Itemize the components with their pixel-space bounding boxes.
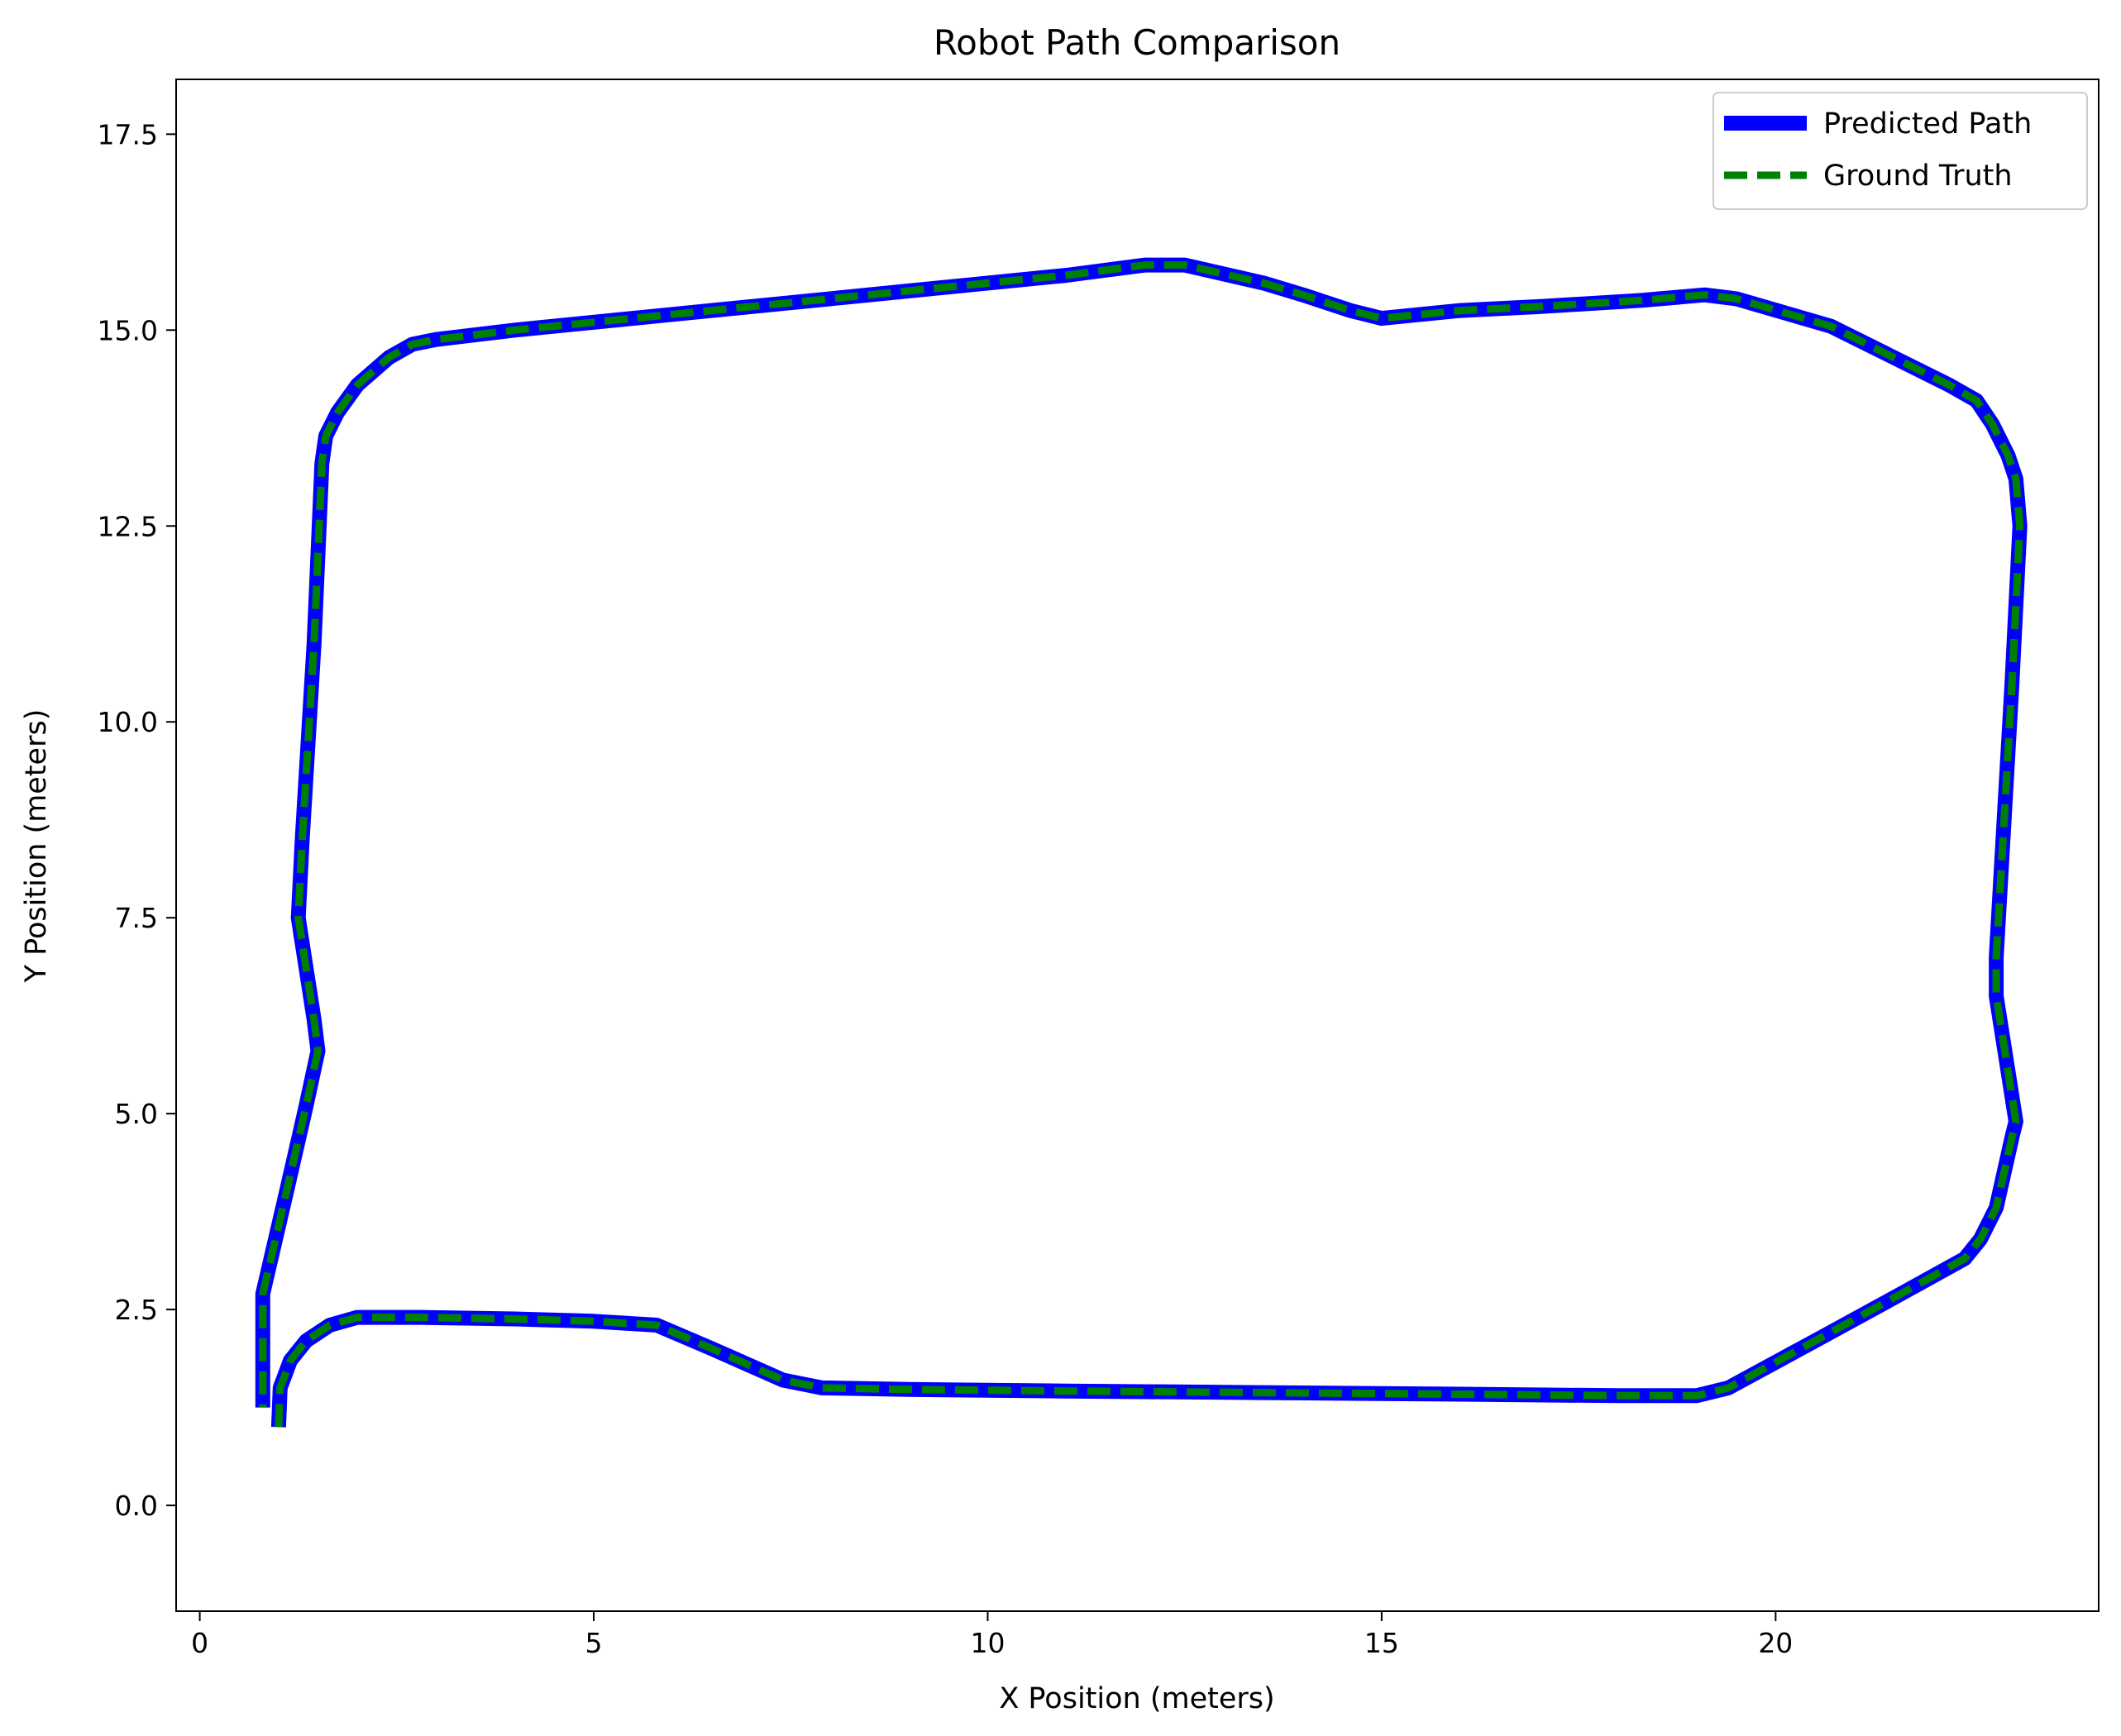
- plot-frame: [175, 79, 2100, 1612]
- x-tick-label: 15: [1364, 1627, 1399, 1659]
- y-tick-label: 0.0: [115, 1490, 158, 1522]
- x-tick-label: 0: [191, 1627, 208, 1659]
- y-tick-label: 5.0: [115, 1098, 158, 1130]
- y-tick-label: 7.5: [115, 902, 158, 934]
- x-axis-ticks: 0 5 10 15 20: [191, 1611, 1793, 1659]
- chart-title: Robot Path Comparison: [934, 22, 1340, 63]
- y-tick-label: 2.5: [115, 1294, 158, 1326]
- y-tick-label: 12.5: [98, 510, 158, 542]
- y-tick-label: 17.5: [98, 118, 158, 150]
- x-tick-label: 5: [585, 1627, 603, 1659]
- legend-label-predicted-path: Predicted Path: [1823, 107, 2032, 141]
- y-tick-label: 10.0: [98, 706, 158, 738]
- series-layer: [255, 257, 2028, 1428]
- x-tick-label: 10: [970, 1627, 1005, 1659]
- series-line-ground-truth: [259, 261, 2024, 1428]
- y-tick-label: 15.0: [98, 314, 158, 346]
- y-axis-label: Y Position (meters): [20, 709, 53, 984]
- plot-area: [176, 79, 2099, 1611]
- legend: Predicted Path Ground Truth: [1713, 92, 2088, 210]
- y-axis-ticks: 0.0 2.5 5.0 7.5 10.0 12.5 15.0 17.5: [98, 118, 176, 1522]
- x-tick-label: 20: [1758, 1627, 1793, 1659]
- legend-label-ground-truth: Ground Truth: [1823, 160, 2013, 193]
- x-axis-label: X Position (meters): [999, 1682, 1274, 1715]
